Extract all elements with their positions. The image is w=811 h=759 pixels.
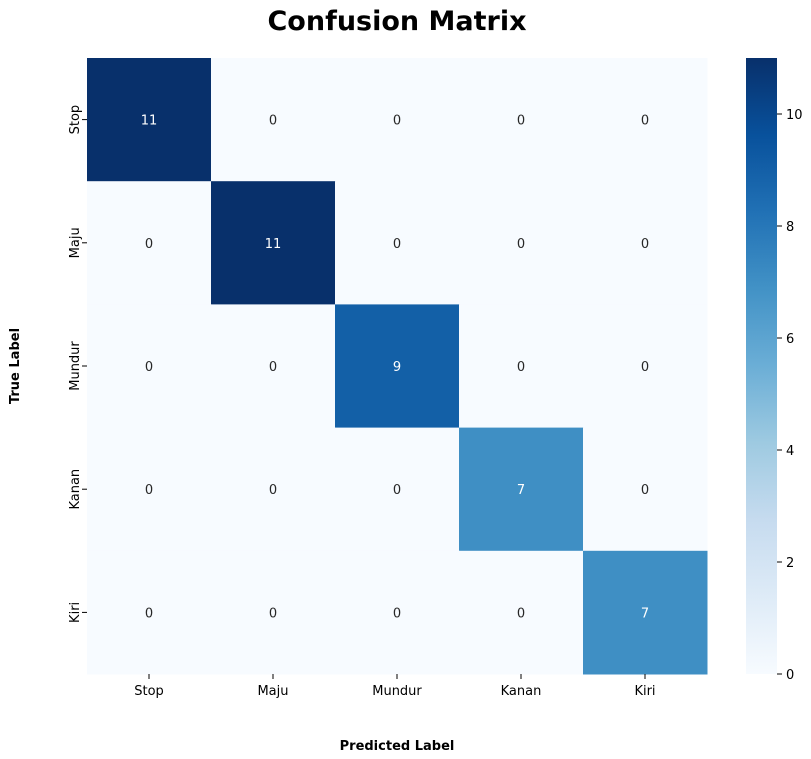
cell-value-label: 0 [517,237,525,252]
heatmap-cell [87,181,212,305]
cell-value-label: 0 [393,114,401,129]
heatmap-cell [583,427,708,552]
cell-value-label: 7 [641,606,649,621]
cell-value-label: 0 [145,237,153,252]
y-tick-label: Maju [68,227,83,258]
heatmap-grid [87,58,708,675]
x-axis-label: Predicted Label [340,739,455,754]
x-axis-ticks: Stop Maju Mundur Kanan Kiri [134,674,656,699]
heatmap-cell [211,427,336,552]
cell-value-label: 0 [393,606,401,621]
cell-value-label: 11 [141,114,158,129]
heatmap-cell [87,58,212,182]
cell-value-label: 0 [517,114,525,129]
cell-value-label: 0 [393,237,401,252]
colorbar-tick-label: 0 [786,668,794,683]
cell-value-label: 0 [145,483,153,498]
cell-value-label: 9 [393,360,401,375]
heatmap-cell [583,181,708,305]
x-tick-label: Kiri [634,684,655,699]
cell-value-label: 0 [145,360,153,375]
cell-value-label: 0 [269,483,277,498]
heatmap-cell [459,181,584,305]
x-tick-label: Mundur [372,684,422,699]
heatmap-cell-labels: 11 0 0 0 0 0 11 0 0 0 0 0 9 0 0 0 0 0 7 0 0 0 0 0 7 [141,114,649,622]
heatmap-cell [211,304,336,429]
colorbar-tick-label: 4 [786,444,794,459]
heatmap-cell [583,550,708,675]
cell-value-label: 0 [145,606,153,621]
heatmap-cell [335,427,460,552]
heatmap-cell [211,58,336,182]
x-tick-label: Maju [257,684,288,699]
heatmap-cell [87,304,212,429]
heatmap-cell [335,304,460,429]
x-tick-label: Stop [134,684,164,699]
heatmap-cell [583,58,708,182]
y-tick-label: Kiri [68,602,83,623]
cell-value-label: 11 [265,237,282,252]
heatmap-cell [211,181,336,305]
colorbar [746,58,777,674]
heatmap-cell [459,427,584,552]
cell-value-label: 0 [641,360,649,375]
cell-value-label: 0 [269,114,277,129]
cell-value-label: 0 [269,360,277,375]
y-tick-label: Mundur [68,341,83,391]
colorbar-tick-label: 10 [786,108,803,123]
cell-value-label: 0 [393,483,401,498]
y-tick-label: Stop [68,105,83,135]
colorbar-tick-label: 2 [786,556,794,571]
y-tick-label: Kanan [68,469,83,510]
heatmap-cell [583,304,708,429]
chart-title: Confusion Matrix [267,6,526,37]
heatmap-cell [87,550,212,675]
cell-value-label: 0 [517,606,525,621]
heatmap-cell [335,181,460,305]
heatmap-cell [87,427,212,552]
heatmap-cell [211,550,336,675]
heatmap-cell [335,58,460,182]
heatmap-cell [459,304,584,429]
y-axis-ticks: Stop Maju Mundur Kanan Kiri [68,105,87,623]
cell-value-label: 0 [641,114,649,129]
colorbar-tick-label: 6 [786,332,794,347]
cell-value-label: 0 [517,360,525,375]
y-axis-label: True Label [8,328,23,404]
cell-value-label: 0 [641,483,649,498]
colorbar-tick-label: 8 [786,220,794,235]
cell-value-label: 7 [517,483,525,498]
heatmap-cell [459,550,584,675]
cell-value-label: 0 [641,237,649,252]
x-tick-label: Kanan [501,684,542,699]
cell-value-label: 0 [269,606,277,621]
heatmap-cell [335,550,460,675]
heatmap-cell [459,58,584,182]
colorbar-ticks: 0 2 4 6 8 10 [777,108,803,683]
